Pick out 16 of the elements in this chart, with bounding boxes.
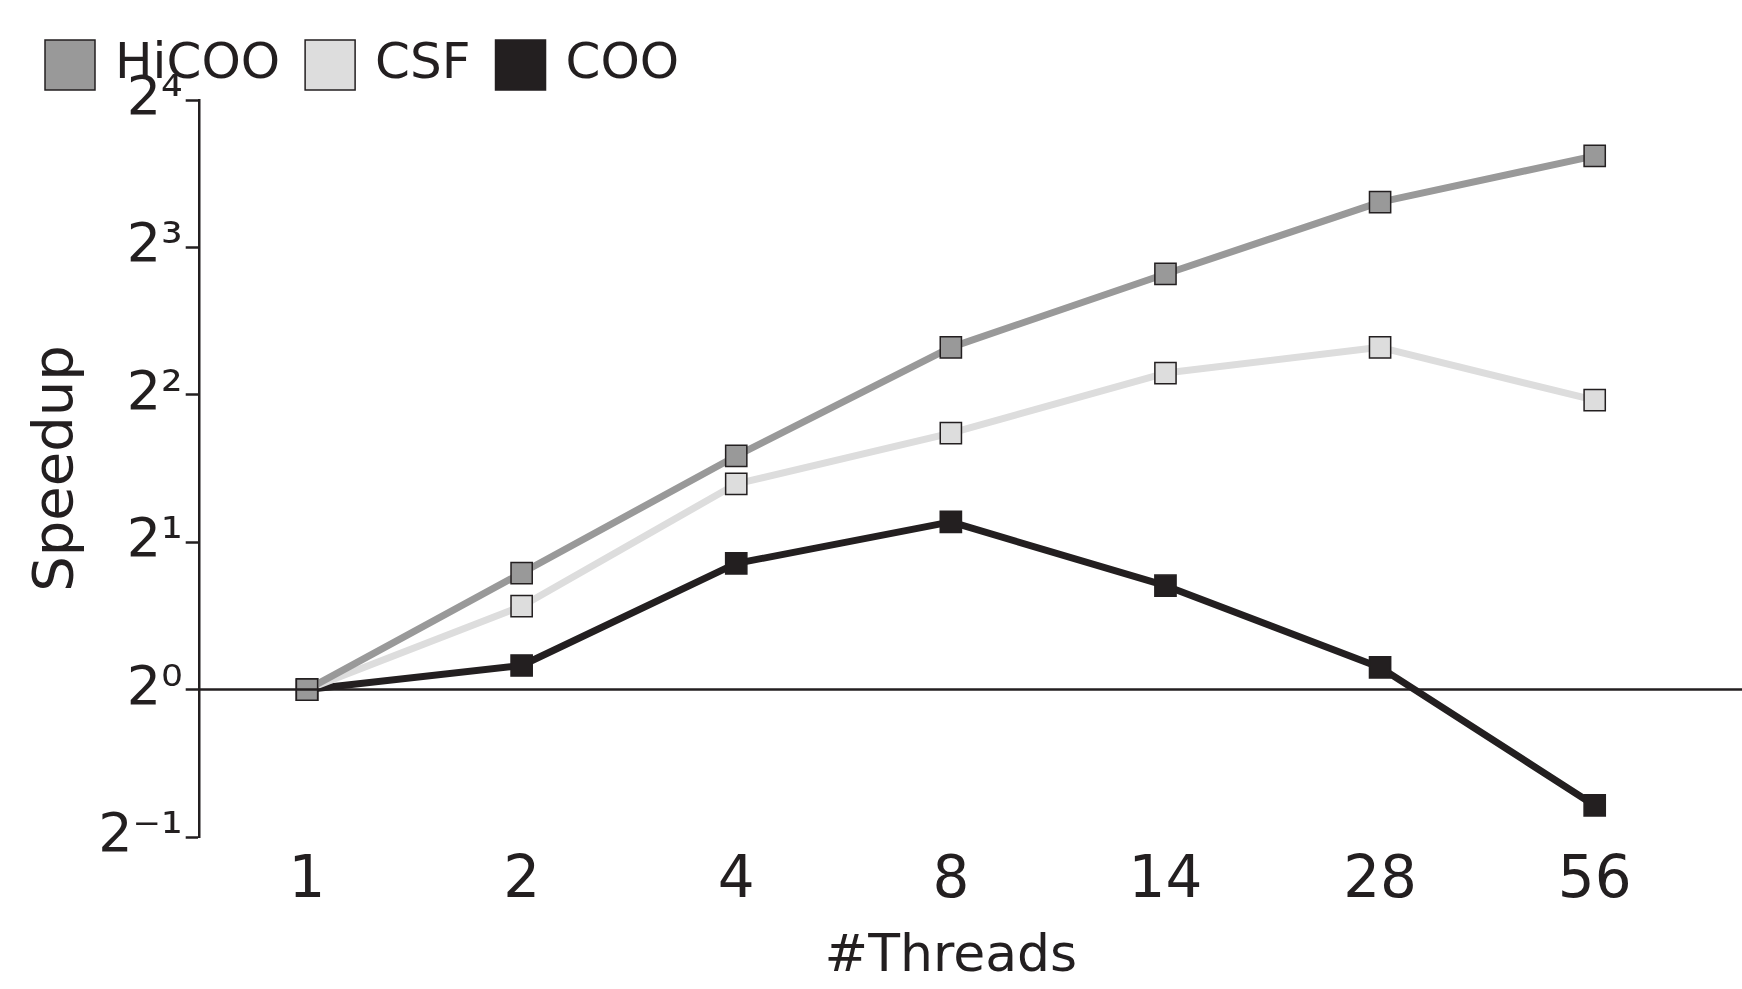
x-tick-label: 1: [288, 842, 326, 911]
y-axis-title: Speedup: [20, 345, 86, 592]
x-tick-label: 4: [717, 842, 755, 911]
y-tick-label: 2¹: [126, 506, 183, 570]
x-tick-label: 14: [1128, 842, 1203, 911]
x-tick-label: 2: [503, 842, 541, 911]
legend-label: CSF: [375, 31, 471, 90]
x-tick-label: 28: [1343, 842, 1417, 911]
x-tick-label: 56: [1557, 842, 1632, 911]
y-tick-label: 2²: [126, 358, 183, 422]
y-tick-label: 2⁻¹: [98, 801, 183, 865]
x-axis-title: #Threads: [824, 923, 1078, 984]
x-tick-label: 8: [932, 842, 970, 911]
y-tick-label: 2⁰: [126, 653, 183, 717]
y-tick-label: 2³: [126, 211, 183, 275]
legend-label: COO: [565, 31, 680, 90]
